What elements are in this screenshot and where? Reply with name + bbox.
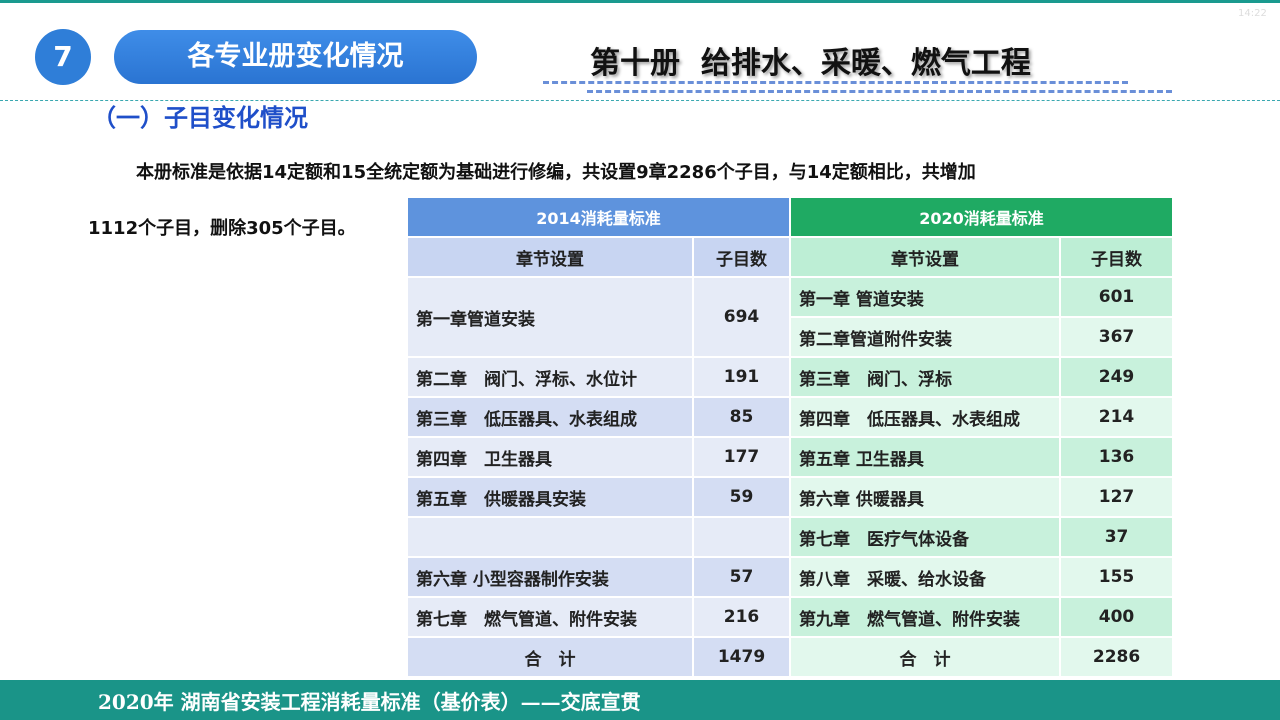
table-cell: 2286: [1059, 636, 1175, 678]
table-cell: 第三章 阀门、浮标: [789, 356, 1062, 398]
table-cell: 249: [1059, 356, 1175, 398]
paragraph-line: 1112个子目，删除305个子目。: [88, 218, 356, 239]
table-cell: 第七章 燃气管道、附件安装: [406, 596, 694, 638]
table-cell: 601: [1059, 276, 1175, 318]
table-cell: 第八章 采暖、给水设备: [789, 556, 1062, 598]
page-number: 14:22: [1238, 8, 1267, 19]
subtitle: （一）子目变化情况: [92, 104, 308, 132]
dotted-line: [0, 100, 1280, 101]
table-cell: [691, 516, 792, 558]
table-cell: 127: [1059, 476, 1175, 518]
volume-title: 第十册 给排水、采暖、燃气工程: [590, 46, 1031, 81]
footer-text: 2020年 湖南省安装工程消耗量标准（基价表）——交底宣贯: [98, 690, 641, 714]
table-cell: 85: [691, 396, 792, 438]
paragraph-line: 本册标准是依据14定额和15全统定额为基础进行修编，共设置9章2286个子目，与…: [136, 162, 976, 183]
group-header: 2020消耗量标准: [789, 196, 1175, 238]
table-cell: [406, 516, 694, 558]
table-cell: 155: [1059, 556, 1175, 598]
table-cell: 章节设置: [406, 236, 694, 278]
table-cell: 章节设置: [789, 236, 1062, 278]
table-cell: 191: [691, 356, 792, 398]
table-cell: 第七章 医疗气体设备: [789, 516, 1062, 558]
table-cell: 第二章 阀门、浮标、水位计: [406, 356, 694, 398]
table-cell: 第六章 小型容器制作安装: [406, 556, 694, 598]
table-cell: 子目数: [691, 236, 792, 278]
table-cell: 37: [1059, 516, 1175, 558]
table-cell: 214: [1059, 396, 1175, 438]
table-cell: 合 计: [406, 636, 694, 678]
table-cell: 第四章 卫生器具: [406, 436, 694, 478]
table-cell: 第二章管道附件安装: [789, 316, 1062, 358]
section-title: 各专业册变化情况: [114, 30, 477, 84]
table-cell: 第三章 低压器具、水表组成: [406, 396, 694, 438]
table-cell: 第一章 管道安装: [789, 276, 1062, 318]
table-cell: 694: [691, 276, 792, 358]
top-bar: [0, 0, 1280, 3]
table-cell: 1479: [691, 636, 792, 678]
table-cell: 177: [691, 436, 792, 478]
table-cell: 400: [1059, 596, 1175, 638]
table-cell: 第四章 低压器具、水表组成: [789, 396, 1062, 438]
table-cell: 57: [691, 556, 792, 598]
table-cell: 136: [1059, 436, 1175, 478]
table-cell: 第一章管道安装: [406, 276, 694, 358]
dash-line: [543, 81, 1128, 84]
table: 2014消耗量标准 2020消耗量标准 章节设置 子目数 章节设置 子目数 第一章管道安…: [405, 196, 1175, 678]
group-header: 2014消耗量标准: [405, 196, 792, 238]
table-cell: 367: [1059, 316, 1175, 358]
table-cell: 第五章 供暖器具安装: [406, 476, 694, 518]
table-cell: 216: [691, 596, 792, 638]
table-cell: 合 计: [789, 636, 1062, 678]
table-cell: 59: [691, 476, 792, 518]
table-cell: 第五章 卫生器具: [789, 436, 1062, 478]
table-cell: 第六章 供暖器具: [789, 476, 1062, 518]
table-cell: 第九章 燃气管道、附件安装: [789, 596, 1062, 638]
dash-line: [587, 90, 1172, 93]
badge: 7: [35, 29, 91, 85]
footer-bar: [0, 680, 1280, 720]
table-cell: 子目数: [1059, 236, 1175, 278]
